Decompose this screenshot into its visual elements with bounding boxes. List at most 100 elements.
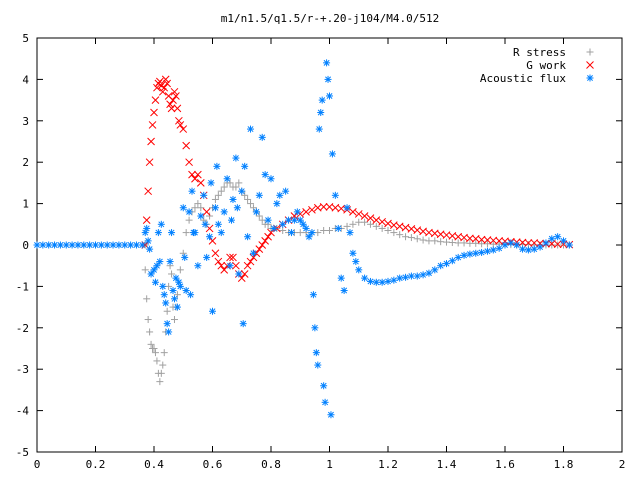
data-point [361,274,369,282]
data-point [308,205,316,214]
data-point [154,229,162,237]
data-point [384,219,392,228]
legend-marker [586,48,594,56]
data-point [337,274,345,282]
data-point [443,260,450,268]
data-point [156,258,164,266]
data-point [157,369,165,377]
data-point [378,224,386,232]
data-point [425,237,433,245]
data-point [361,218,369,226]
data-point [372,222,380,230]
data-point [326,92,333,100]
data-point [293,208,301,216]
x-tick-label: 1 [326,458,333,471]
data-point [349,208,357,216]
x-tick-label: 1.6 [495,458,515,471]
data-point [249,249,257,257]
data-point [97,241,105,249]
data-point [402,273,410,281]
data-point [302,224,310,232]
data-point [366,214,375,222]
data-point [188,170,196,179]
data-point [302,208,310,216]
data-point [327,411,335,419]
data-point [296,216,304,224]
y-tick-label: 2 [22,156,29,169]
series-r-stress [141,179,573,386]
data-point [321,398,329,406]
data-point [194,170,202,179]
data-point [181,253,189,261]
data-point [407,234,415,242]
data-point [145,158,154,167]
data-point [163,307,171,315]
data-point [320,227,328,235]
data-point [147,270,155,278]
data-point [170,87,179,96]
data-point [160,83,169,92]
data-point [151,96,160,104]
data-point [156,378,164,386]
data-point [153,262,161,270]
data-point [159,282,167,290]
y-tick-label: -4 [16,405,30,418]
chart-title: m1/n1.5/q1.5/r-+.20-j104/M4.0/512 [221,12,440,25]
data-point [232,183,240,191]
data-point [109,241,117,249]
data-point [172,92,180,100]
data-point [489,236,498,245]
data-point [220,183,228,191]
x-tick-label: 0 [34,458,41,471]
data-point [454,239,462,247]
data-point [241,162,249,170]
data-point [413,226,422,234]
data-point [296,229,304,237]
data-point [279,227,287,235]
data-point [437,238,445,246]
data-point [173,104,182,113]
data-point [92,241,99,249]
data-point [454,253,462,261]
data-point [285,216,293,224]
data-point [349,220,357,228]
data-point [121,241,129,249]
y-tick-label: -5 [16,446,29,459]
data-point [355,218,363,226]
data-point [188,187,196,195]
data-point [489,246,497,254]
y-tick-label: -3 [16,363,29,376]
data-point [460,251,468,259]
data-point [211,249,220,258]
data-point [159,361,167,369]
data-point [203,253,211,261]
data-point [160,349,168,357]
data-point [255,191,263,199]
data-point [226,179,234,187]
data-point [513,241,521,249]
data-point [226,253,234,262]
data-point [312,349,320,357]
data-point [150,345,158,352]
series-marks [33,59,574,419]
data-point [160,291,168,299]
data-point [472,249,480,257]
data-point [390,276,398,284]
data-point [495,244,503,252]
axes-ticks: 0 0.2 0.4 0.6 0.8 1 1.2 1.4 1.6 1.8 2 -5 -4 -3 -2 -1 0 1 2… [16,32,626,471]
data-point [206,212,214,220]
data-point [258,241,267,249]
data-point [261,171,269,179]
data-point [185,208,193,216]
data-point [478,248,486,256]
data-point [162,299,170,307]
data-point [349,249,357,257]
y-tick-label: 5 [22,32,29,45]
data-point [324,75,332,83]
data-point [317,109,325,117]
data-point [182,141,191,150]
data-point [229,195,237,203]
data-point [165,282,173,290]
data-point [389,221,398,229]
